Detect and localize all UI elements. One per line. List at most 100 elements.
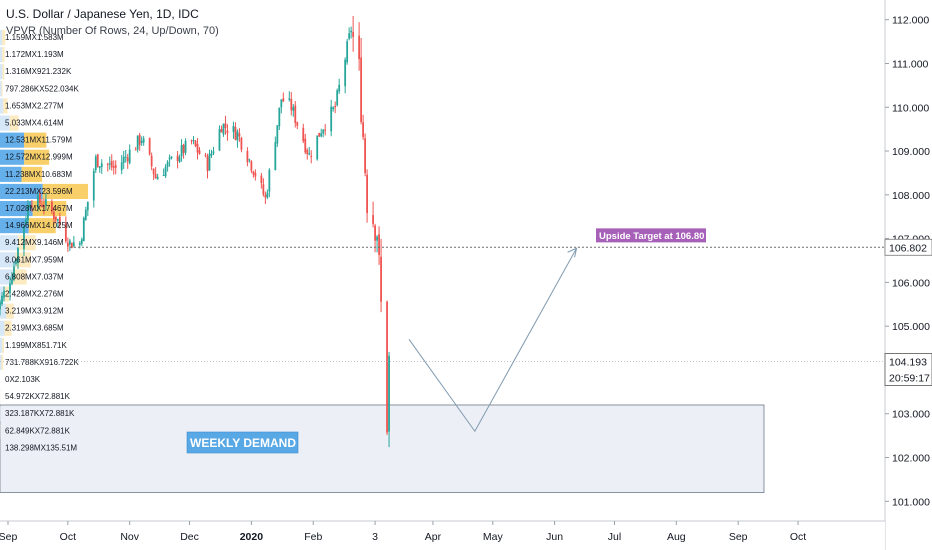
candle-body — [25, 219, 27, 225]
candle-body — [45, 199, 47, 206]
candle-body — [386, 301, 388, 433]
candle-body — [218, 129, 221, 151]
time-tick-label: Nov — [120, 531, 139, 543]
price-tick-label: 108.000 — [892, 190, 930, 202]
volume-profile-down-bar — [24, 132, 47, 148]
candle-body — [296, 122, 299, 126]
time-tick-label: Aug — [667, 531, 686, 543]
volume-profile-up-bar — [0, 166, 22, 182]
candle-body — [204, 154, 207, 156]
time-tick-label: May — [483, 531, 504, 543]
candle-body — [78, 243, 81, 245]
price-tick-label: 110.000 — [892, 102, 929, 114]
candle-body — [348, 33, 351, 39]
volume-profile-down-bar — [2, 47, 5, 63]
candle-body — [294, 105, 297, 124]
candle-body — [206, 156, 209, 172]
candle-body — [332, 107, 335, 110]
candle-body — [50, 201, 53, 212]
volume-profile-label: 1.316MX921.232K — [5, 67, 72, 76]
volume-profile-label: 17.028MX17.467M — [5, 204, 73, 213]
candle-body — [17, 248, 19, 264]
volume-profile-up-bar — [0, 64, 3, 80]
candle-body — [222, 124, 225, 135]
candle-body — [280, 99, 283, 108]
last-price-label: 104.193 — [889, 357, 927, 369]
time-axis — [0, 521, 885, 550]
candle-body — [142, 138, 145, 143]
candle-body — [266, 192, 269, 198]
candle-body — [212, 151, 215, 154]
level-price-tag-label: 106.802 — [889, 242, 927, 254]
volume-profile-down-bar — [6, 303, 14, 319]
candle-body — [248, 159, 251, 161]
candle-body — [226, 130, 229, 134]
candle-body — [308, 153, 311, 155]
candle-body — [166, 161, 169, 167]
candle-body — [254, 172, 257, 177]
volume-profile-label: 5.033MX4.614M — [5, 119, 64, 128]
candle-body — [100, 163, 103, 168]
volume-profile-up-bar — [0, 115, 10, 131]
candle-body — [310, 155, 313, 157]
candle-body — [380, 256, 382, 302]
candle-body — [276, 125, 279, 144]
volume-profile-label: 1.653MX2.277M — [5, 101, 64, 110]
candle-body — [84, 209, 87, 220]
candle-body — [194, 140, 197, 147]
volume-profile-label: 6.808MX7.037M — [5, 272, 64, 281]
candle-body — [182, 144, 185, 154]
volume-profile-up-bar — [0, 98, 4, 114]
candle-body — [316, 135, 319, 160]
price-tick-label: 101.000 — [892, 496, 930, 508]
volume-profile-down-bar — [2, 64, 5, 80]
price-tick-label: 103.000 — [892, 409, 930, 421]
candle-body — [232, 126, 235, 132]
candle-body — [170, 156, 173, 158]
candle-body — [184, 140, 187, 153]
candle-body — [268, 169, 271, 192]
candle-body — [150, 155, 153, 167]
price-tick-label: 109.000 — [892, 146, 930, 158]
volume-profile-label: 14.966MX14.025M — [5, 221, 73, 230]
volume-profile-label: 11.238MX10.683M — [5, 170, 72, 179]
volume-profile-down-bar — [15, 252, 31, 268]
candle-body — [338, 84, 341, 92]
candle-body — [292, 106, 295, 111]
projection-arrow — [408, 247, 578, 433]
candle-body — [106, 163, 109, 165]
volume-profile-up-bar — [0, 218, 29, 234]
candle-body — [126, 157, 129, 162]
candle-body — [360, 57, 363, 122]
volume-profile-down-bar — [24, 149, 50, 165]
price-tick-label: 105.000 — [892, 321, 930, 333]
volume-profile-up-bar — [0, 201, 33, 217]
candle-body — [56, 219, 59, 221]
candle-body — [58, 217, 61, 225]
candle-body — [176, 155, 179, 162]
volume-profile-label: 8.061MX7.959M — [5, 255, 64, 264]
candle-body — [156, 176, 159, 180]
candle-body — [120, 162, 123, 171]
candle-body — [330, 106, 333, 132]
volume-profile-down-bar — [3, 98, 8, 114]
volume-profile-up-bar — [0, 320, 5, 336]
candle-body — [31, 205, 33, 207]
candle-body — [262, 184, 265, 195]
indicator-legend[interactable]: VPVR (Number Of Rows, 24, Up/Down, 70) — [6, 25, 219, 37]
volume-profile-down-bar — [2, 337, 4, 353]
time-tick-label: Jun — [546, 531, 563, 543]
last-price-tag — [884, 353, 932, 386]
volume-profile-down-bar — [4, 286, 10, 302]
volume-profile-up-bar — [0, 30, 3, 46]
volume-profile-up-bar — [0, 81, 2, 97]
candle-body — [29, 204, 31, 208]
time-tick-label: Sep — [0, 531, 17, 543]
volume-profile-label: 323.187KX72.881K — [5, 409, 75, 418]
volume-profile-down-bar — [21, 166, 43, 182]
candle-body — [220, 129, 223, 133]
candle-body — [66, 243, 69, 247]
candle-body — [334, 105, 337, 108]
candle-body — [138, 134, 141, 146]
